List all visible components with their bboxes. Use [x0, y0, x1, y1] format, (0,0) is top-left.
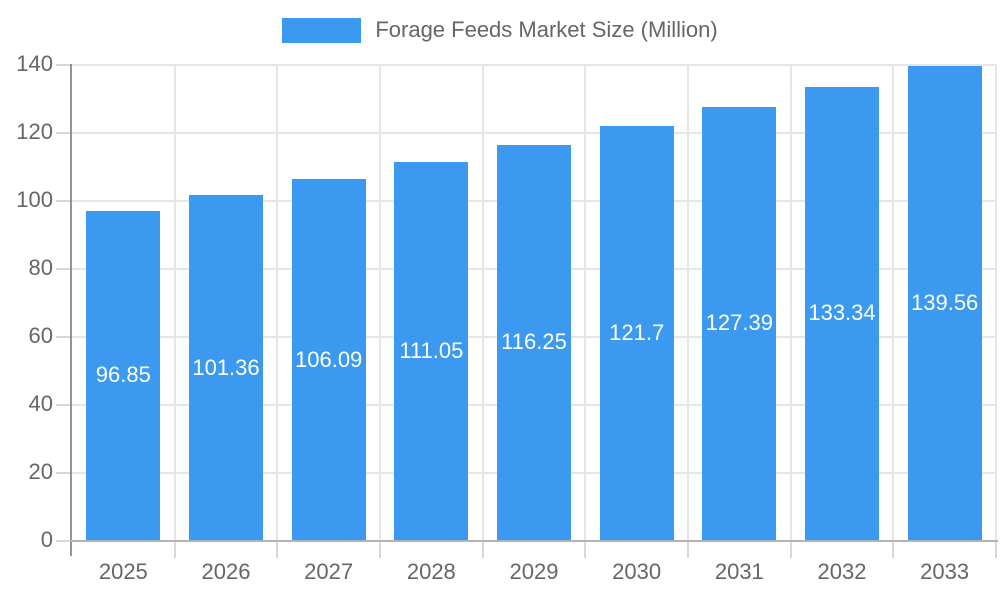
- bar-2031[interactable]: 127.39: [702, 106, 777, 540]
- bar-value-label: 116.25: [501, 329, 567, 355]
- x-tick-label: 2032: [817, 559, 867, 584]
- bar-value-label: 139.56: [911, 289, 979, 315]
- y-tick-label: 80: [28, 255, 53, 280]
- bar-2033[interactable]: 139.56: [907, 65, 982, 540]
- gridline-x-8: [892, 64, 895, 540]
- y-tick-label: 0: [40, 527, 53, 552]
- bar-2032[interactable]: 133.34: [805, 86, 879, 540]
- legend-label: Forage Feeds Market Size (Million): [375, 17, 718, 42]
- y-tick-100: [56, 200, 70, 202]
- y-tick-40: [56, 404, 70, 406]
- bar-2028[interactable]: 111.05: [394, 162, 469, 540]
- gridline-y-120: [72, 132, 996, 134]
- x-tick-2: [276, 542, 279, 558]
- x-tick-6: [687, 542, 689, 558]
- x-tick-label: 2026: [201, 559, 251, 584]
- y-tick-60: [56, 336, 70, 338]
- x-tick-label: 2029: [509, 559, 559, 584]
- y-tick-140: [56, 64, 70, 66]
- gridline-y-140: [72, 64, 996, 66]
- bar-value-label: 111.05: [399, 338, 464, 364]
- x-tick-5: [584, 542, 587, 558]
- bar-value-label: 101.36: [192, 354, 260, 380]
- bar-2030[interactable]: 121.7: [599, 126, 674, 540]
- bar-value-label: 106.09: [295, 346, 363, 372]
- x-tick-8: [892, 542, 895, 558]
- gridline-x-5: [584, 64, 587, 540]
- y-tick-label: 20: [28, 459, 53, 484]
- y-tick-label: 60: [28, 323, 53, 348]
- x-tick-7: [789, 542, 792, 558]
- x-tick-1: [173, 542, 176, 558]
- x-tick-label: 2031: [714, 559, 764, 584]
- y-tick-label: 40: [28, 391, 53, 416]
- y-tick-label: 100: [16, 187, 53, 212]
- y-tick-0: [56, 540, 70, 542]
- x-tick-label: 2027: [304, 559, 354, 584]
- bar-2027[interactable]: 106.09: [291, 179, 366, 540]
- y-tick-20: [56, 472, 70, 474]
- x-tick-label: 2033: [920, 559, 970, 584]
- legend-swatch: [282, 17, 362, 43]
- bar-2029[interactable]: 116.25: [497, 144, 571, 540]
- y-tick-label: 120: [16, 119, 53, 144]
- gridline-x-6: [687, 64, 689, 540]
- bar-2025[interactable]: 96.85: [86, 210, 161, 540]
- x-tick-label: 2030: [612, 559, 662, 584]
- gridline-x-1: [173, 64, 176, 540]
- x-tick-label: 2025: [98, 559, 148, 584]
- gridline-x-2: [276, 64, 279, 540]
- x-axis-line: [70, 540, 998, 542]
- bar-value-label: 133.34: [808, 300, 876, 326]
- y-tick-120: [56, 132, 70, 134]
- x-tick-9: [995, 542, 997, 558]
- x-tick-4: [481, 542, 484, 558]
- gridline-x-4: [481, 64, 484, 540]
- y-tick-80: [56, 268, 70, 270]
- bar-value-label: 127.39: [705, 310, 773, 336]
- chart-legend[interactable]: Forage Feeds Market Size (Million): [0, 15, 1000, 45]
- bar-value-label: 121.7: [609, 320, 665, 346]
- gridline-x-9: [995, 64, 997, 540]
- bar-value-label: 96.85: [95, 362, 151, 388]
- y-tick-label: 140: [16, 51, 53, 76]
- gridline-x-7: [789, 64, 792, 540]
- bar-2026[interactable]: 101.36: [189, 195, 263, 540]
- x-tick-3: [379, 542, 381, 558]
- plot-area: 96.85 101.36 106.09 111.05 116.25 121.7 127.39…: [56, 64, 998, 558]
- gridline-x-3: [379, 64, 381, 540]
- x-tick-label: 2028: [406, 559, 456, 584]
- y-axis-line: [70, 64, 72, 556]
